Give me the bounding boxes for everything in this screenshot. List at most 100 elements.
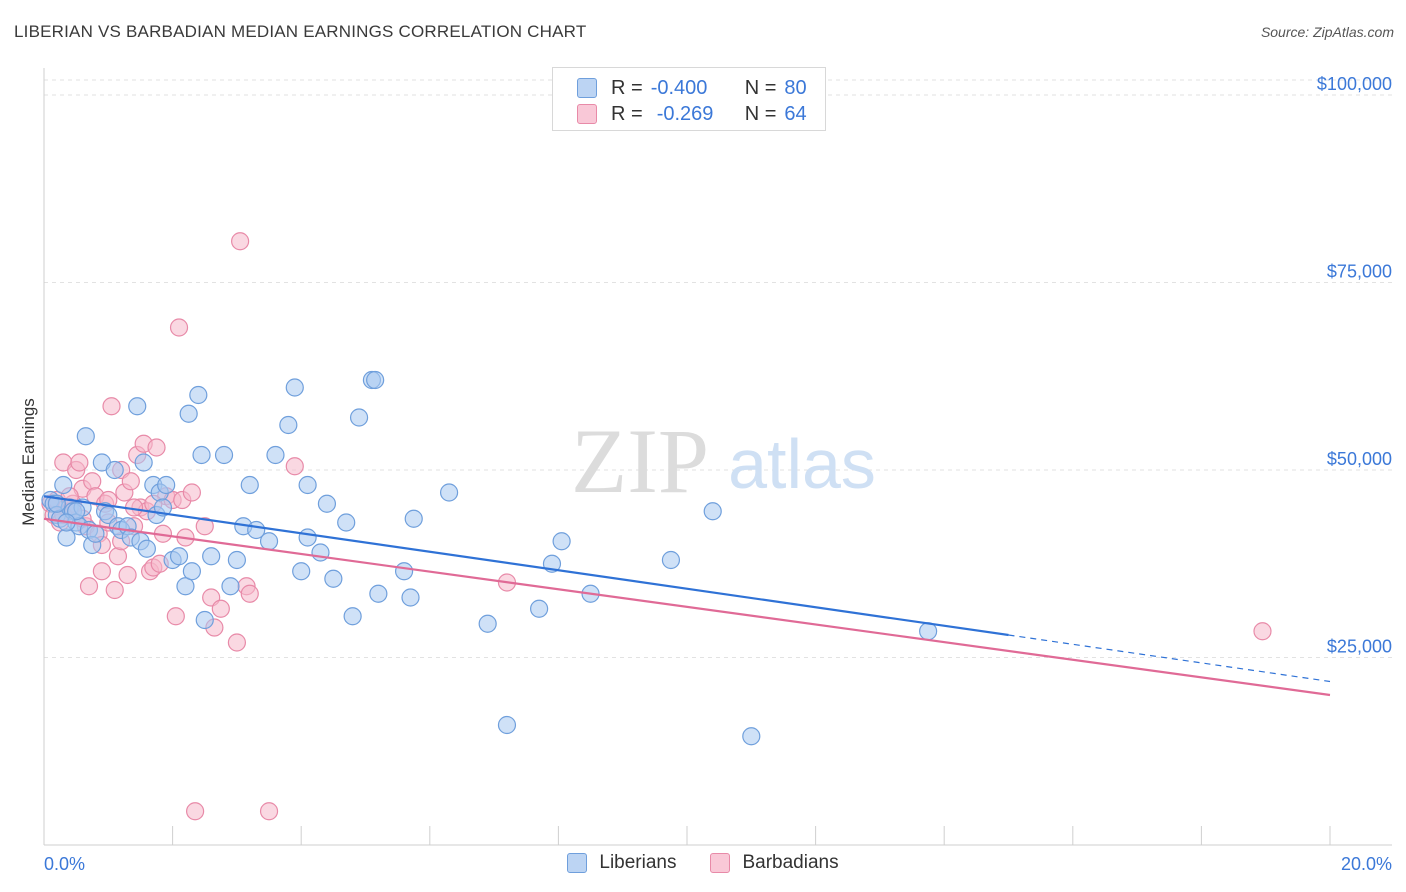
liberians-point bbox=[394, 562, 414, 581]
liberians-point bbox=[192, 445, 211, 465]
barbadians-point bbox=[105, 580, 124, 600]
liberians-point bbox=[176, 577, 195, 596]
liberians-point bbox=[240, 475, 259, 495]
liberians-point bbox=[497, 715, 517, 735]
liberians-point bbox=[661, 550, 681, 570]
liberians-point bbox=[317, 494, 337, 513]
watermark: ZIP atlas bbox=[571, 410, 876, 512]
liberians-point bbox=[298, 528, 317, 547]
stats-legend: R = -0.400 N = 80 R = -0.269 N = 64 bbox=[552, 67, 826, 131]
legend-r-label: R = bbox=[611, 102, 643, 125]
barbadians-point bbox=[147, 438, 166, 457]
barbadians-point bbox=[79, 577, 99, 596]
liberians-point bbox=[157, 475, 176, 495]
liberians-point bbox=[182, 562, 201, 581]
barbadians-point bbox=[118, 565, 137, 585]
liberians-point bbox=[324, 569, 343, 588]
gridlines bbox=[44, 79, 1392, 658]
liberians-point bbox=[401, 588, 420, 607]
liberians-swatch bbox=[577, 78, 597, 98]
liberians-point bbox=[202, 547, 221, 566]
barbadians-legend-swatch bbox=[710, 853, 731, 873]
barbadians-point bbox=[92, 562, 111, 581]
barbadians-point bbox=[166, 607, 185, 626]
liberians-point bbox=[266, 445, 285, 465]
barbadians-point bbox=[1253, 622, 1272, 641]
y-tick-label: $50,000 bbox=[1327, 449, 1392, 469]
barbadians-swatch bbox=[577, 104, 597, 124]
y-axis-label: Median Earnings bbox=[19, 398, 38, 526]
liberians-point bbox=[742, 727, 761, 746]
liberians-point bbox=[478, 614, 497, 633]
liberians-trend-line bbox=[43, 495, 1009, 637]
watermark-zip: ZIP bbox=[571, 410, 709, 512]
barbadians-n-value: 64 bbox=[784, 102, 807, 125]
barbadians-legend-label: Barbadians bbox=[742, 852, 839, 873]
liberians-point bbox=[105, 460, 124, 480]
barbadians-point bbox=[285, 457, 304, 476]
liberians-point bbox=[259, 532, 279, 551]
barbadians-point bbox=[195, 517, 214, 536]
liberians-point bbox=[54, 475, 73, 495]
source-label: Source: ZipAtlas.com bbox=[1260, 24, 1394, 40]
liberians-point bbox=[703, 502, 722, 521]
barbadians-r-value: -0.269 bbox=[656, 102, 714, 125]
liberians-point bbox=[137, 539, 156, 558]
legend-n-label: N = bbox=[744, 102, 777, 125]
barbadians-point bbox=[121, 472, 140, 491]
liberians-point bbox=[128, 397, 147, 416]
liberians-point bbox=[298, 475, 317, 495]
barbadians-point bbox=[231, 232, 250, 251]
liberians-legend-label: Liberians bbox=[599, 852, 677, 873]
liberians-point bbox=[530, 599, 549, 618]
liberians-point bbox=[134, 453, 153, 472]
liberians-point bbox=[343, 607, 362, 626]
legend-row-liberians: R = -0.400 N = 80 bbox=[577, 76, 807, 100]
legend-row-barbadians: R = -0.269 N = 64 bbox=[577, 102, 807, 126]
barbadians-point bbox=[108, 547, 128, 566]
barbadians-point bbox=[83, 472, 102, 491]
liberians-point bbox=[285, 378, 304, 397]
legend-n-label: N = bbox=[744, 76, 777, 99]
barbadians-point bbox=[169, 318, 189, 337]
liberians-point bbox=[227, 550, 246, 570]
legend-r-label: R = bbox=[611, 76, 643, 99]
barbadians-point bbox=[182, 483, 201, 502]
liberians-legend-swatch bbox=[567, 853, 588, 873]
liberians-point bbox=[552, 532, 571, 551]
liberians-point bbox=[439, 483, 459, 502]
liberians-n-value: 80 bbox=[784, 76, 807, 99]
barbadians-trend-line bbox=[43, 517, 1331, 697]
liberians-point bbox=[195, 610, 214, 630]
x-tick-label: 20.0% bbox=[1341, 854, 1392, 874]
barbadians-point bbox=[70, 453, 89, 472]
barbadians-point bbox=[211, 599, 230, 618]
liberians-point bbox=[76, 427, 95, 446]
legend-item-liberians[interactable]: Liberians bbox=[567, 852, 676, 874]
y-tick-label: $25,000 bbox=[1327, 637, 1392, 657]
barbadians-points bbox=[41, 232, 1272, 821]
axes bbox=[43, 68, 1392, 846]
liberians-point bbox=[279, 415, 298, 435]
liberians-point bbox=[189, 385, 208, 405]
barbadians-point bbox=[259, 802, 279, 821]
series-legend: Liberians Barbadians bbox=[0, 852, 1406, 874]
y-tick-label: $75,000 bbox=[1327, 262, 1392, 282]
liberians-point bbox=[169, 547, 189, 566]
liberians-point bbox=[179, 404, 198, 423]
liberians-point bbox=[292, 562, 311, 581]
barbadians-point bbox=[186, 802, 205, 821]
liberians-r-value: -0.400 bbox=[650, 76, 708, 99]
trend-lines bbox=[43, 495, 1331, 697]
liberians-point bbox=[221, 577, 240, 596]
x-tick-label: 0.0% bbox=[44, 854, 85, 874]
legend-item-barbadians[interactable]: Barbadians bbox=[710, 852, 839, 874]
liberians-point bbox=[337, 513, 356, 532]
liberians-point bbox=[214, 445, 234, 465]
barbadians-point bbox=[240, 584, 259, 603]
liberians-point bbox=[404, 509, 423, 528]
tick-labels: $25,000 $50,000 $75,000 $100,000 0.0% 20.0% bbox=[44, 74, 1392, 874]
chart-title: LIBERIAN VS BARBADIAN MEDIAN EARNINGS CO… bbox=[14, 22, 587, 41]
liberians-point bbox=[349, 408, 369, 427]
